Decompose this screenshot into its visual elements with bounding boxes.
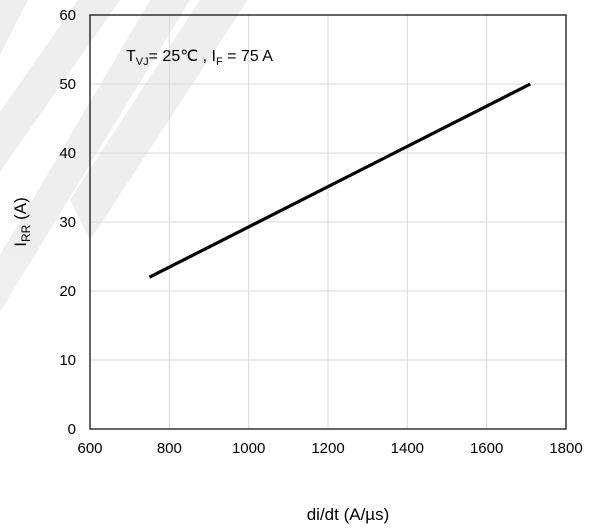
x-tick-label: 1800: [549, 440, 582, 457]
y-tick-label: 20: [59, 283, 76, 300]
grid: [90, 15, 566, 429]
x-tick-labels: 600 800 1000 1200 1400 1600 1800: [77, 440, 582, 457]
x-tick-label: 1000: [232, 440, 265, 457]
y-tick-label: 60: [59, 7, 76, 24]
x-tick-label: 1400: [391, 440, 424, 457]
y-tick-label: 10: [59, 352, 76, 369]
series-group: [148, 82, 532, 279]
series-line: [148, 82, 532, 279]
x-tick-label: 800: [157, 440, 182, 457]
y-tick-label: 0: [68, 421, 76, 438]
x-axis-title: di/dt (A/µs): [307, 505, 390, 524]
y-tick-label: 30: [59, 214, 76, 231]
y-tick-labels: 0 10 20 30 40 50 60: [59, 7, 76, 438]
y-axis-title: IRR (A): [11, 197, 33, 246]
x-tick-label: 600: [77, 440, 102, 457]
y-tick-label: 50: [59, 76, 76, 93]
x-tick-label: 1200: [311, 440, 344, 457]
plot-area: [89, 14, 567, 430]
x-tick-label: 1600: [470, 440, 503, 457]
y-tick-label: 40: [59, 145, 76, 162]
annotation: TVJ= 25℃ , IF = 75 A: [126, 48, 273, 68]
watermark-stripes: [0, 0, 248, 312]
